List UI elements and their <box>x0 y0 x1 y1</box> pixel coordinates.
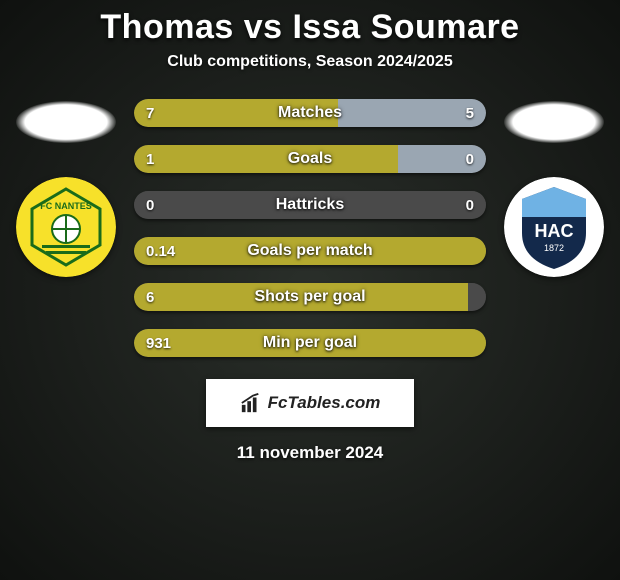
stat-bars: 75Matches 10Goals 00Hattricks 0.14Goals per… <box>134 99 486 357</box>
comparison-layout: FC NANTES 75Matches 10Goals 00Hattricks 0.1… <box>0 99 620 357</box>
subtitle: Club competitions, Season 2024/2025 <box>0 53 620 71</box>
brand-text: FcTables.com <box>268 393 381 413</box>
bar-left-fill <box>134 99 338 127</box>
club-badge-right: HAC 1872 <box>504 177 604 277</box>
left-side: FC NANTES <box>16 99 116 277</box>
right-side: HAC 1872 <box>504 99 604 277</box>
chart-icon <box>240 392 262 414</box>
bar-right-fill <box>398 145 486 173</box>
bar-left-fill <box>134 145 398 173</box>
club-badge-left: FC NANTES <box>16 177 116 277</box>
brand-badge: FcTables.com <box>206 379 414 427</box>
svg-text:HAC: HAC <box>535 221 574 241</box>
stat-row: 931Min per goal <box>134 329 486 357</box>
stat-row: 75Matches <box>134 99 486 127</box>
player-photo-right <box>504 101 604 143</box>
player-photo-left <box>16 101 116 143</box>
bar-left-fill <box>134 329 486 357</box>
stat-row: 10Goals <box>134 145 486 173</box>
svg-text:1872: 1872 <box>544 243 564 253</box>
bar-left-fill <box>134 237 486 265</box>
bar-right-fill <box>338 99 486 127</box>
stat-row: 6Shots per goal <box>134 283 486 311</box>
stat-row: 00Hattricks <box>134 191 486 219</box>
svg-text:FC NANTES: FC NANTES <box>40 201 92 211</box>
stat-row: 0.14Goals per match <box>134 237 486 265</box>
bar-left-fill <box>134 283 468 311</box>
footer-date: 11 november 2024 <box>0 443 620 463</box>
page-title: Thomas vs Issa Soumare <box>0 8 620 47</box>
